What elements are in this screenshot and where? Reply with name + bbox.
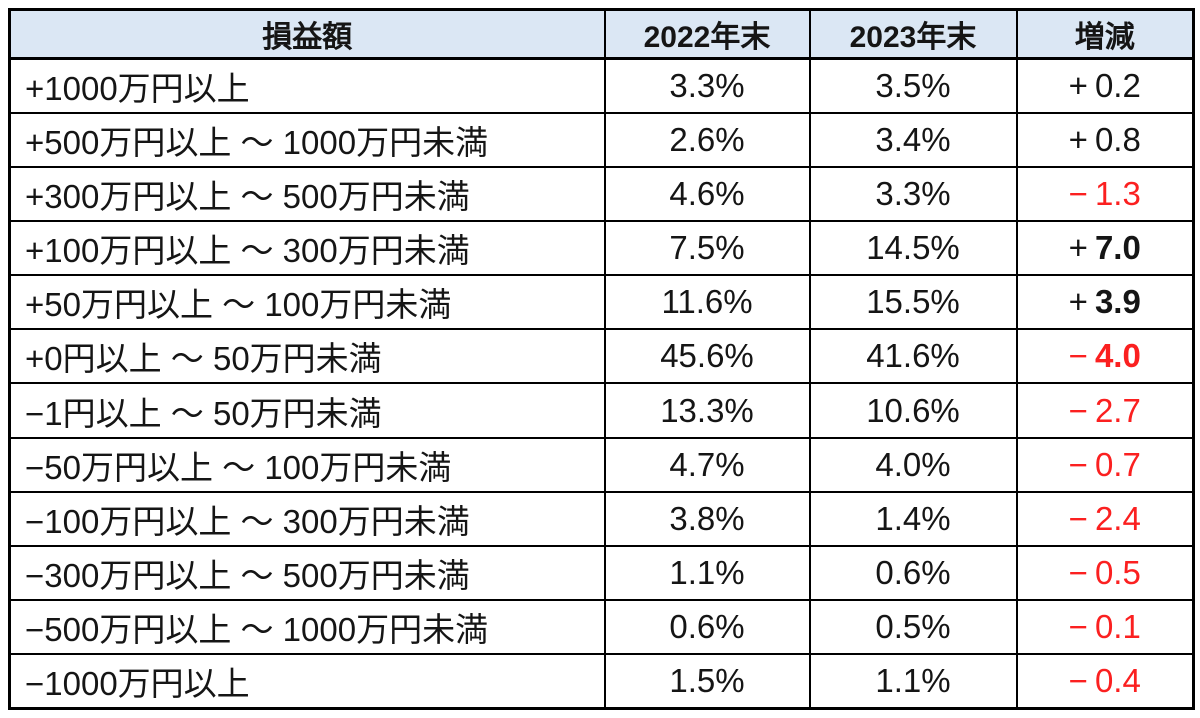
change-sign: + — [1068, 283, 1088, 321]
range-label: +300万円以上 ～ 500万円未満 — [8, 165, 606, 222]
change-value: 0.8 — [1094, 120, 1141, 158]
change-sign: − — [1068, 174, 1088, 212]
value-2023: 4.0% — [808, 436, 1018, 493]
value-2022: 0.6% — [603, 599, 811, 656]
change-value: 2.4 — [1094, 499, 1141, 537]
range-label: +0円以上 ～ 50万円未満 — [8, 328, 606, 385]
table-row: +100万円以上 ～ 300万円未満 7.5% 14.5% +7.0 — [8, 219, 1195, 277]
value-2023: 0.6% — [808, 544, 1018, 602]
change-sign: + — [1068, 66, 1088, 104]
change-value: 0.1 — [1094, 608, 1141, 646]
change-cell: −2.7 — [1015, 382, 1195, 439]
change-value: 0.2 — [1094, 66, 1141, 104]
value-2023: 1.4% — [808, 490, 1018, 547]
header-end-2022: 2022年末 — [603, 8, 811, 60]
table-row: +500万円以上 ～ 1000万円未満 2.6% 3.4% +0.8 — [8, 111, 1195, 168]
table-row: −100万円以上 ～ 300万円未満 3.8% 1.4% −2.4 — [8, 490, 1195, 547]
change-sign: + — [1068, 229, 1088, 267]
value-2022: 11.6% — [603, 274, 811, 331]
value-2023: 15.5% — [808, 274, 1018, 331]
change-value: 0.5 — [1094, 553, 1141, 591]
range-label: +1000万円以上 — [8, 57, 606, 114]
table-row: +0円以上 ～ 50万円未満 45.6% 41.6% −4.0 — [8, 328, 1195, 385]
change-sign: − — [1068, 608, 1088, 646]
table-row: −50万円以上 ～ 100万円未満 4.7% 4.0% −0.7 — [8, 436, 1195, 493]
change-cell: +3.9 — [1015, 274, 1195, 331]
range-label: +50万円以上 ～ 100万円未満 — [8, 274, 606, 331]
change-value: 2.7 — [1094, 391, 1141, 429]
profit-loss-distribution-table: 損益額 2022年末 2023年末 増減 +1000万円以上 3.3% 3.5%… — [8, 8, 1195, 710]
table-body: +1000万円以上 3.3% 3.5% +0.2 +500万円以上 ～ 1000… — [8, 57, 1195, 710]
change-cell: −0.5 — [1015, 544, 1195, 602]
change-cell: +0.8 — [1015, 111, 1195, 168]
change-sign: − — [1068, 553, 1088, 591]
value-2022: 4.6% — [603, 165, 811, 222]
change-value: 0.4 — [1094, 662, 1141, 700]
change-sign: − — [1068, 445, 1088, 483]
change-cell: +7.0 — [1015, 219, 1195, 277]
change-value: 7.0 — [1094, 229, 1141, 267]
change-cell: −0.4 — [1015, 653, 1195, 710]
header-end-2023: 2023年末 — [808, 8, 1018, 60]
change-sign: − — [1068, 662, 1088, 700]
value-2022: 3.8% — [603, 490, 811, 547]
table-row: −1000万円以上 1.5% 1.1% −0.4 — [8, 653, 1195, 710]
change-cell: −0.7 — [1015, 436, 1195, 493]
range-label: −50万円以上 ～ 100万円未満 — [8, 436, 606, 493]
change-value: 0.7 — [1094, 445, 1141, 483]
change-cell: −1.3 — [1015, 165, 1195, 222]
range-label: −1円以上 ～ 50万円未満 — [8, 382, 606, 439]
table-row: −500万円以上 ～ 1000万円未満 0.6% 0.5% −0.1 — [8, 599, 1195, 656]
value-2022: 13.3% — [603, 382, 811, 439]
value-2022: 1.1% — [603, 544, 811, 602]
range-label: −1000万円以上 — [8, 653, 606, 710]
value-2022: 3.3% — [603, 57, 811, 114]
value-2022: 7.5% — [603, 219, 811, 277]
value-2023: 3.3% — [808, 165, 1018, 222]
value-2022: 1.5% — [603, 653, 811, 710]
change-value: 4.0 — [1094, 337, 1141, 375]
value-2022: 4.7% — [603, 436, 811, 493]
header-change: 増減 — [1015, 8, 1195, 60]
change-cell: −2.4 — [1015, 490, 1195, 547]
header-profit-loss-amount: 損益額 — [8, 8, 606, 60]
range-label: −100万円以上 ～ 300万円未満 — [8, 490, 606, 547]
change-sign: − — [1068, 499, 1088, 537]
value-2023: 3.4% — [808, 111, 1018, 168]
change-value: 3.9 — [1094, 283, 1141, 321]
value-2023: 10.6% — [808, 382, 1018, 439]
change-value: 1.3 — [1094, 174, 1141, 212]
change-cell: −0.1 — [1015, 599, 1195, 656]
range-label: −300万円以上 ～ 500万円未満 — [8, 544, 606, 602]
table-row: +50万円以上 ～ 100万円未満 11.6% 15.5% +3.9 — [8, 274, 1195, 331]
range-label: +100万円以上 ～ 300万円未満 — [8, 219, 606, 277]
value-2023: 1.1% — [808, 653, 1018, 710]
value-2023: 3.5% — [808, 57, 1018, 114]
change-sign: − — [1068, 337, 1088, 375]
change-cell: −4.0 — [1015, 328, 1195, 385]
table-row: −300万円以上 ～ 500万円未満 1.1% 0.6% −0.5 — [8, 544, 1195, 602]
range-label: −500万円以上 ～ 1000万円未満 — [8, 599, 606, 656]
value-2023: 0.5% — [808, 599, 1018, 656]
value-2022: 2.6% — [603, 111, 811, 168]
value-2023: 14.5% — [808, 219, 1018, 277]
value-2023: 41.6% — [808, 328, 1018, 385]
change-sign: + — [1068, 120, 1088, 158]
change-cell: +0.2 — [1015, 57, 1195, 114]
value-2022: 45.6% — [603, 328, 811, 385]
range-label: +500万円以上 ～ 1000万円未満 — [8, 111, 606, 168]
table-row: −1円以上 ～ 50万円未満 13.3% 10.6% −2.7 — [8, 382, 1195, 439]
change-sign: − — [1068, 391, 1088, 429]
table-row: +1000万円以上 3.3% 3.5% +0.2 — [8, 57, 1195, 114]
header-row: 損益額 2022年末 2023年末 増減 — [8, 8, 1195, 60]
table-row: +300万円以上 ～ 500万円未満 4.6% 3.3% −1.3 — [8, 165, 1195, 222]
